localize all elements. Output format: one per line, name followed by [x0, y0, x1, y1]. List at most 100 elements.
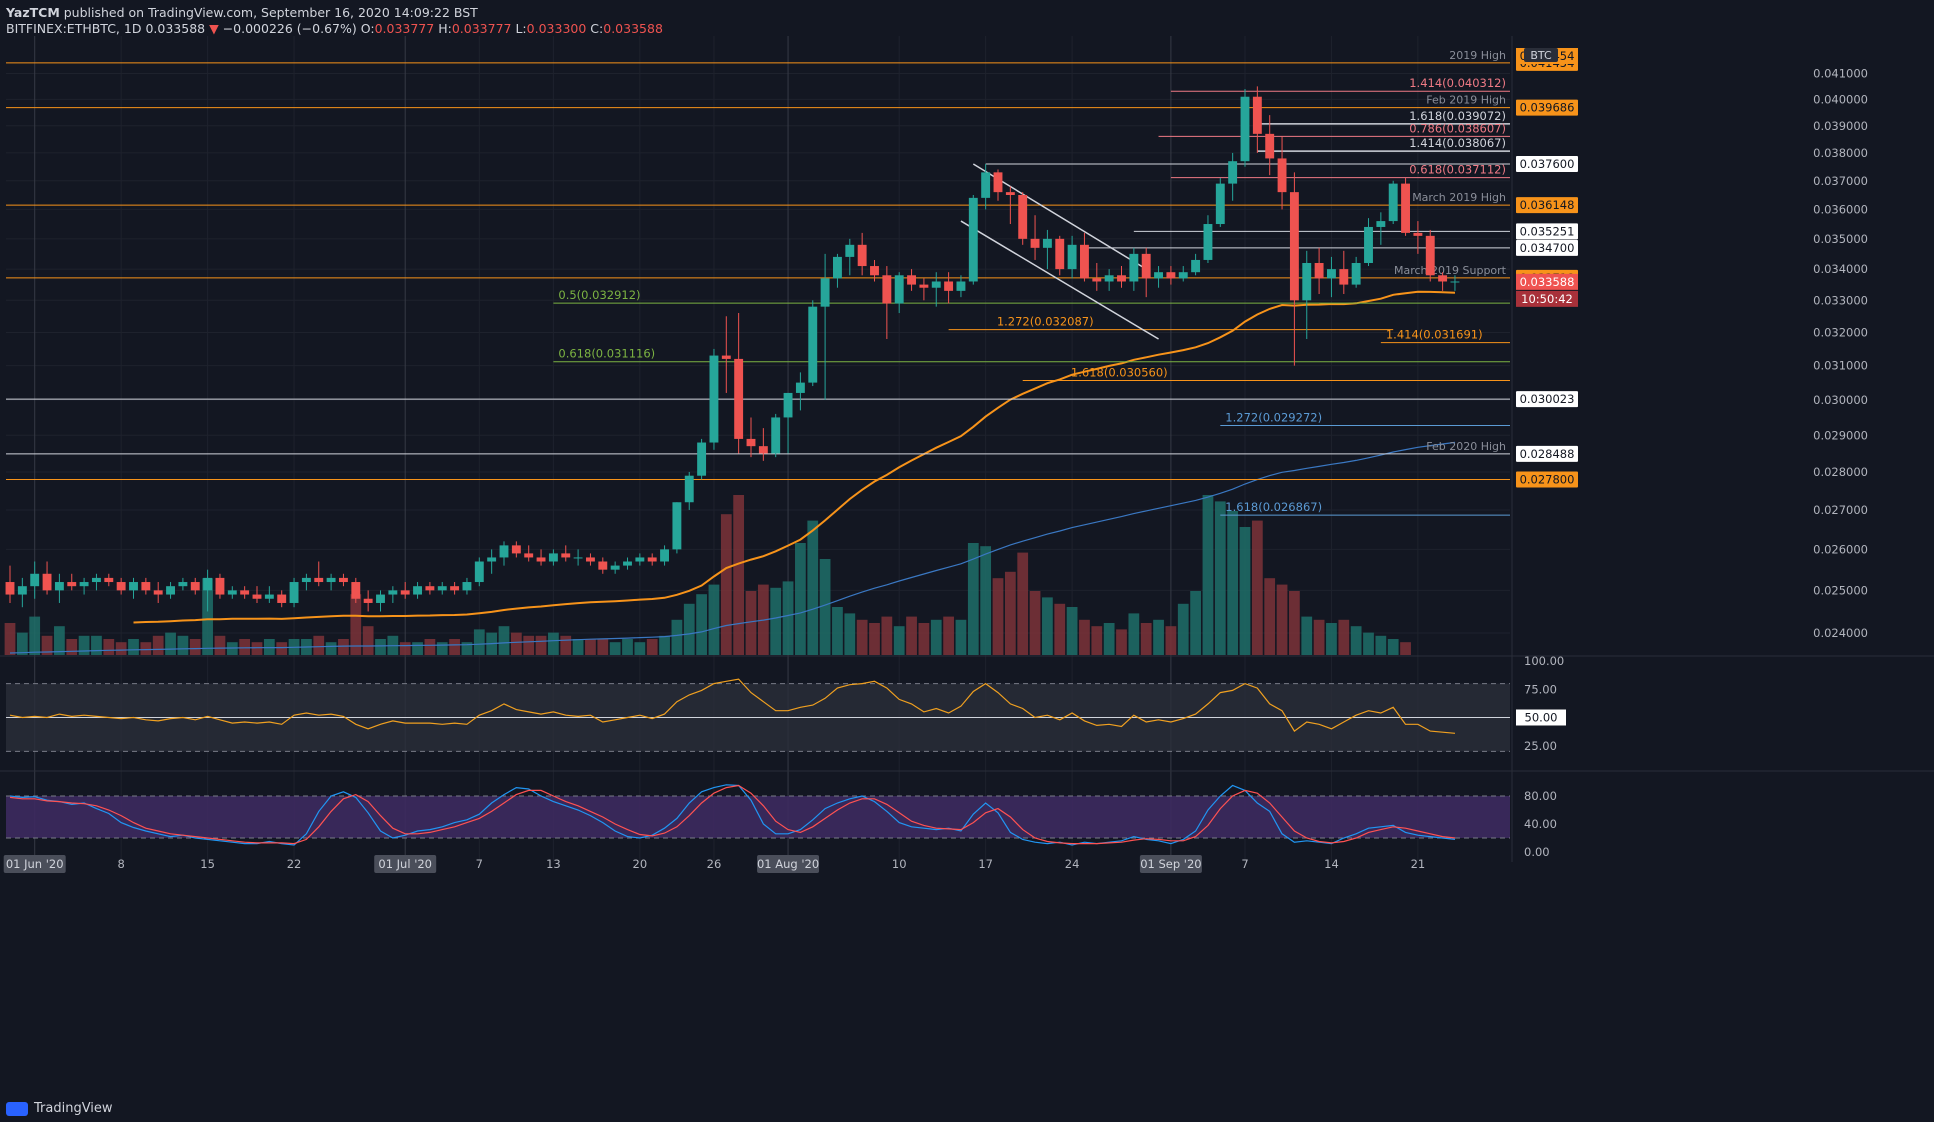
- candle-body: [561, 553, 571, 558]
- volume-bar: [572, 639, 584, 655]
- volume-bar: [659, 635, 670, 655]
- volume-bar: [1289, 591, 1300, 655]
- candle-body: [758, 446, 768, 454]
- volume-bar: [276, 642, 288, 655]
- volume-bar: [671, 619, 683, 655]
- volume-bar: [1363, 632, 1374, 655]
- candle-body: [709, 355, 719, 443]
- symbol-name[interactable]: BITFINEX:ETHBTC, 1D: [6, 21, 142, 36]
- candle-body: [450, 586, 460, 591]
- rsi-axis-label: 100.00: [1524, 654, 1564, 668]
- level-0037600-price-text: 0.037600: [1520, 157, 1575, 171]
- volume-bar: [1079, 619, 1090, 655]
- level-0027800-price-text: 0.027800: [1520, 472, 1575, 486]
- volume-bar: [1103, 623, 1115, 655]
- volume-bar: [535, 635, 547, 655]
- candle-body: [993, 172, 1003, 193]
- y-tick-label: 0.028000: [1813, 465, 1868, 479]
- candle-body: [1388, 183, 1398, 222]
- volume-bar: [1066, 607, 1078, 655]
- y-tick-label: 0.040000: [1813, 92, 1868, 106]
- candle-body: [252, 594, 262, 599]
- volume-bar: [1326, 623, 1337, 655]
- y-tick-label: 0.027000: [1813, 503, 1868, 517]
- candle-body: [104, 577, 114, 583]
- x-tick-label: 01 Jul '20: [378, 857, 432, 871]
- volume-bar: [881, 616, 893, 655]
- volume-bar: [1400, 642, 1411, 655]
- level-feb-2020-high-price-text: 0.028488: [1520, 447, 1575, 461]
- y-tick-label: 0.038000: [1813, 146, 1868, 160]
- rsi-axis-label: 25.00: [1524, 739, 1557, 753]
- candle-body: [92, 577, 101, 583]
- volume-bar: [634, 642, 646, 655]
- candle-body: [536, 557, 546, 562]
- volume-bar: [239, 639, 251, 655]
- level-0034700-price-box: [1516, 239, 1578, 256]
- volume-bar: [1116, 629, 1127, 655]
- level-0037600-price-box: [1516, 155, 1578, 172]
- volume-bar: [683, 603, 695, 655]
- candle-body: [1438, 275, 1448, 282]
- volume-bar: [869, 623, 880, 655]
- publisher-name[interactable]: YazTCM: [6, 5, 60, 20]
- volume-bar: [1251, 520, 1263, 655]
- candle-body: [17, 586, 27, 595]
- candle-body: [1252, 96, 1262, 134]
- volume-bar: [819, 559, 831, 655]
- x-tick-label: 20: [633, 857, 648, 871]
- y-tick-label: 0.037000: [1813, 174, 1868, 188]
- candle-body: [1067, 244, 1077, 270]
- candle-body: [215, 577, 225, 595]
- volume-bar: [980, 546, 992, 655]
- candle-body: [1129, 253, 1139, 282]
- x-tick-box: [374, 855, 437, 873]
- moving-average-slow-line: [9, 441, 1456, 654]
- y-tick-label: 0.039000: [1813, 119, 1868, 133]
- candle-body: [548, 553, 558, 562]
- y-tick-label: 0.035000: [1813, 232, 1868, 246]
- volume-bar: [251, 642, 263, 655]
- stoch-axis-label: 40.00: [1524, 817, 1557, 831]
- candle-body: [721, 355, 731, 359]
- y-tick-label: 0.031000: [1813, 359, 1868, 373]
- volume-bar: [1214, 501, 1226, 655]
- candle-body: [919, 284, 929, 288]
- x-tick-label: 13: [546, 857, 561, 871]
- volume-bar: [1017, 552, 1029, 655]
- volume-bar: [795, 543, 806, 655]
- volume-bar: [189, 639, 201, 655]
- volume-bar: [807, 520, 819, 655]
- channel-lower-line: [960, 220, 1159, 340]
- y-tick-label: 0.036000: [1813, 202, 1868, 216]
- rsi-line: [9, 678, 1456, 734]
- countdown-text: 10:50:42: [1521, 292, 1573, 306]
- x-tick-label: 01 Sep '20: [1140, 857, 1201, 871]
- candle-body: [1018, 194, 1028, 239]
- volume-bar: [609, 642, 621, 655]
- candle-body: [808, 306, 818, 383]
- volume-bar: [103, 639, 115, 655]
- volume-bar: [325, 642, 337, 655]
- tradingview-logo-icon: [6, 1101, 28, 1116]
- candle-body: [363, 598, 373, 603]
- candle-body: [1166, 272, 1176, 279]
- rsi-axis-label: 75.00: [1524, 682, 1557, 696]
- candle-body: [956, 281, 966, 291]
- volume-bar: [436, 642, 448, 655]
- level-0035251-price-text: 0.035251: [1520, 224, 1575, 238]
- candle-body: [882, 275, 892, 304]
- volume-bar: [943, 616, 954, 655]
- volume-bar: [1091, 626, 1103, 655]
- level-0618-0031116-label: 0.618(0.031116): [558, 347, 655, 361]
- candle-body: [1302, 262, 1312, 301]
- tradingview-brand[interactable]: TradingView: [6, 1101, 113, 1116]
- x-tick-label: 15: [200, 857, 215, 871]
- candle-body: [623, 561, 632, 566]
- volume-bar: [473, 629, 485, 655]
- volume-bar: [1239, 527, 1251, 655]
- volume-bar: [510, 632, 522, 655]
- level-05-0032912-label: 0.5(0.032912): [558, 288, 640, 302]
- candle-body: [795, 382, 805, 393]
